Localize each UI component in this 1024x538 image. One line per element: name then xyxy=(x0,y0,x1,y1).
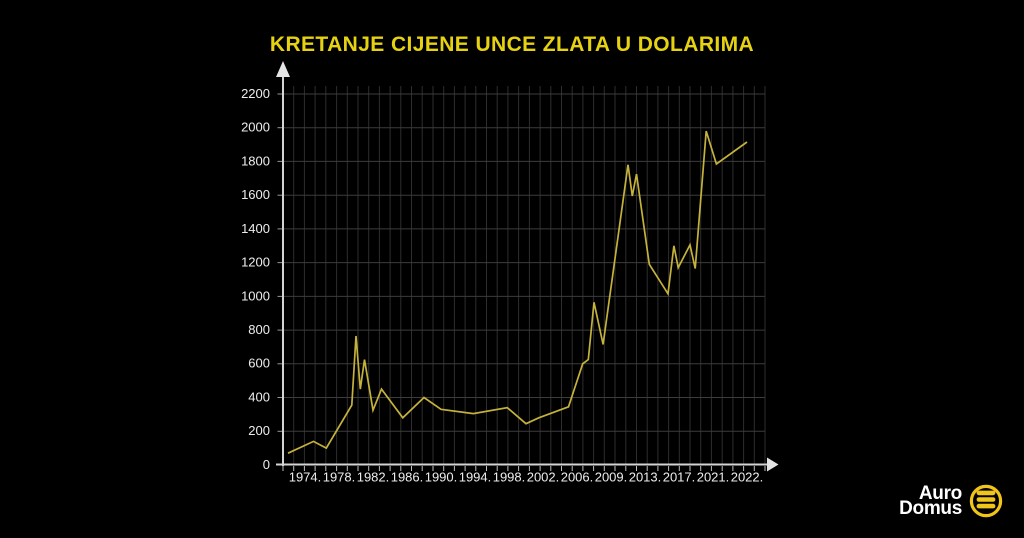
logo-ring xyxy=(969,484,1003,518)
logo-word-domus: Domus xyxy=(899,498,962,519)
y-tick-label: 800 xyxy=(248,322,270,337)
gold-price-line xyxy=(287,130,748,454)
x-tick-label: 1994. xyxy=(459,469,492,484)
y-tick-label: 1400 xyxy=(241,221,270,236)
aurodomus-logo: Auro Domus xyxy=(899,484,1003,518)
x-tick-label: 1990. xyxy=(425,469,458,484)
y-tick-label: 1600 xyxy=(241,187,270,202)
up-arrow-icon xyxy=(276,61,290,77)
y-tick-label: 1200 xyxy=(241,255,270,270)
logo-text: Auro Domus xyxy=(899,483,962,519)
right-arrow-icon xyxy=(767,457,779,472)
gold-bar-3 xyxy=(976,503,996,509)
x-tick-label: 2017. xyxy=(663,469,696,484)
y-tick-label: 200 xyxy=(248,423,270,438)
x-tick-label: 1978. xyxy=(323,469,356,484)
gold-bar-2 xyxy=(976,497,996,502)
gold-bar-1 xyxy=(976,490,996,496)
y-tick-label: 0 xyxy=(263,457,270,472)
gold-bars-circle-icon xyxy=(969,484,1003,518)
y-tick-label: 600 xyxy=(248,356,270,371)
y-tick-label: 2200 xyxy=(241,86,270,101)
x-tick-label: 2022. xyxy=(731,469,764,484)
y-tick-label: 2000 xyxy=(241,120,270,135)
x-tick-label: 2013. xyxy=(629,469,662,484)
logo-word-auro: Auro xyxy=(918,483,962,504)
x-tick-label: 1986. xyxy=(391,469,424,484)
x-tick-label: 2006. xyxy=(561,469,594,484)
x-tick-label: 2021. xyxy=(697,469,730,484)
y-tick-label: 400 xyxy=(248,389,270,404)
y-tick-label: 1000 xyxy=(241,288,270,303)
x-tick-label: 1998. xyxy=(493,469,526,484)
x-tick-label: 1982. xyxy=(357,469,390,484)
x-tick-label: 2009. xyxy=(595,469,628,484)
x-tick-label: 1974. xyxy=(289,469,322,484)
x-tick-label: 2002. xyxy=(527,469,560,484)
y-tick-label: 1800 xyxy=(241,153,270,168)
chart-title: KRETANJE CIJENE UNCE ZLATA U DOLARIMA xyxy=(269,33,755,56)
